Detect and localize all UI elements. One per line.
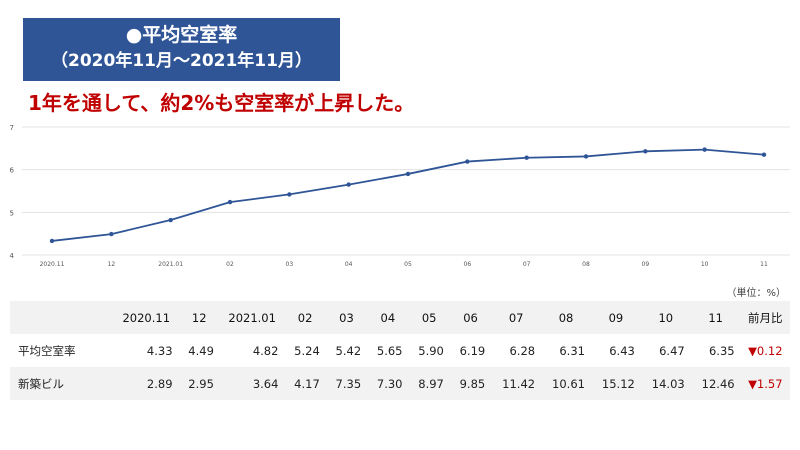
table-header-cell: 08 [541,301,591,334]
x-tick-label: 10 [701,261,709,268]
table-header-cell: 03 [325,301,368,334]
table-cell: 4.49 [178,334,220,367]
table-cell: 7.30 [367,367,409,400]
table-cell: 6.28 [491,334,542,367]
x-tick-label: 2020.11 [40,261,65,268]
series-line [51,148,765,242]
x-tick-label: 07 [523,261,531,268]
table-row: 新築ビル 2.89 2.95 3.64 4.17 7.35 7.30 8.97 9.85 11.4… [10,367,790,400]
table-header-cell: 2020.11 [114,301,179,334]
title-period: （2020年11月～2021年11月） [51,51,312,71]
x-tick-label: 11 [760,261,768,268]
table-row: 平均空室率 4.33 4.49 4.82 5.24 5.42 5.65 5.90 6.19 6.2… [10,334,790,367]
data-point-08 [583,154,589,159]
data-point-03 [287,192,292,197]
data-table: 2020.11 12 2021.01 02 03 04 05 06 07 08 09 10 11 前月比平… [10,301,790,400]
table-cell: 6.35 [690,334,741,367]
table-cell: 5.42 [325,334,368,367]
table-cell: 2.89 [114,367,179,400]
table-header-cell: 前月比 [740,301,790,334]
table-header-row: 2020.11 12 2021.01 02 03 04 05 06 07 08 09 10 11 前月比 [10,301,790,334]
table-cell: 4.17 [284,367,326,400]
title-box: ●平均空室率 （2020年11月～2021年11月） [23,18,340,81]
title-main: ●平均空室率 [125,24,238,46]
row-label: 新築ビル [10,367,114,400]
row-label: 平均空室率 [10,334,114,367]
table-cell: 8.97 [408,367,450,400]
data-point-02 [227,199,233,205]
table-header-cell: 02 [284,301,326,334]
table-cell: 4.33 [114,334,179,367]
data-point-2020.11 [49,238,55,244]
data-point-04 [346,182,351,187]
table-header-cell: 2021.01 [219,301,285,334]
x-tick-label: 05 [404,261,412,268]
table-header-cell: 07 [491,301,542,334]
x-tick-label: 09 [642,261,650,268]
x-tick-label: 02 [226,261,234,268]
data-point-06 [465,159,470,164]
data-point-12 [109,231,114,237]
table-cell: 12.46 [690,367,741,400]
change-cell: ▼1.57 [740,367,790,400]
line-chart: 4 5 6 7 2020.11 12 2021.01 02 03 04 05 06 07 08 09 10 11 [10,124,790,268]
table-cell: 9.85 [449,367,492,400]
table-cell: 5.24 [284,334,326,367]
table-header-cell: 04 [367,301,409,334]
x-tick-label: 2021.01 [158,261,183,268]
table-cell: 10.61 [541,367,591,400]
data-point-2021.01 [168,217,173,223]
y-tick-label: 4 [10,252,15,260]
data-point-05 [405,171,411,177]
table-cell: 6.43 [590,334,641,367]
table-cell: 6.19 [449,334,492,367]
data-point-11 [761,152,767,157]
x-tick-label: 06 [464,261,472,268]
table-cell: 14.03 [640,367,691,400]
table-cell: 3.64 [219,367,285,400]
x-tick-label: 04 [345,261,353,268]
data-point-10 [702,147,707,152]
x-tick-label: 08 [582,261,590,268]
table-cell: 11.42 [491,367,542,400]
x-tick-label: 03 [286,261,294,268]
table-cell: 6.47 [640,334,691,367]
table-cell: 4.82 [219,334,285,367]
table-cell: 5.90 [408,334,450,367]
table-header-cell: 05 [408,301,450,334]
table-header-cell: 11 [690,301,741,334]
data-point-07 [524,155,529,160]
table-header-cell: 10 [640,301,691,334]
data-point-09 [643,149,648,154]
table-header-cell: 06 [449,301,492,334]
table-cell: 6.31 [541,334,591,367]
table-header-cell [10,301,114,334]
table-cell: 2.95 [178,367,220,400]
table-header-cell: 09 [590,301,641,334]
y-tick-label: 7 [10,124,14,132]
headline: 1年を通して、約2%も空室率が上昇した。 [28,91,415,115]
y-tick-label: 6 [10,167,15,175]
table-header-cell: 12 [178,301,220,334]
change-cell: ▼0.12 [740,334,790,367]
table-cell: 5.65 [367,334,409,367]
table-cell: 7.35 [325,367,368,400]
table-cell: 15.12 [590,367,641,400]
unit-note: （単位：%） [726,288,786,299]
x-tick-label: 12 [108,261,116,268]
y-tick-label: 5 [10,209,14,217]
